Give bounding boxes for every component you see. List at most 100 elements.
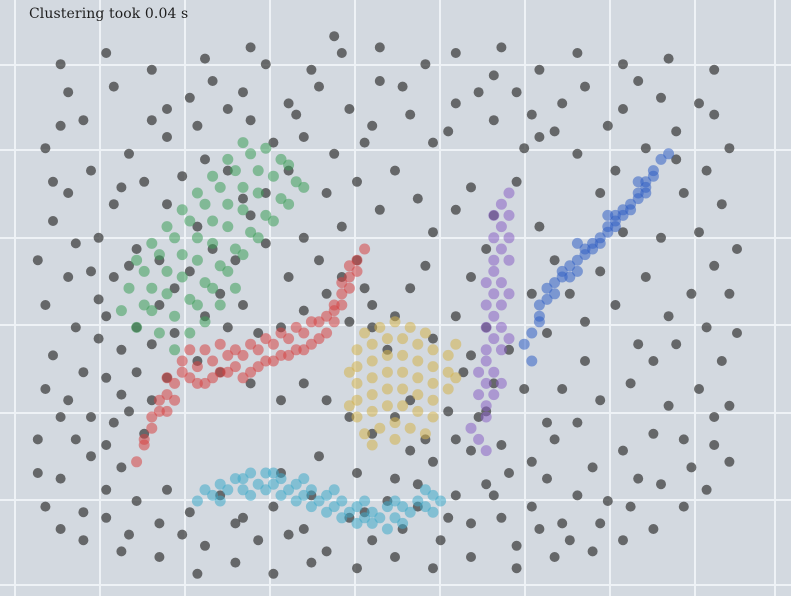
cluster-yellow-point: [442, 349, 454, 361]
noise-point: [618, 227, 628, 238]
cluster-blue-point: [564, 260, 576, 272]
noise-point: [420, 260, 431, 271]
cluster-yellow-point: [419, 428, 431, 440]
noise-point: [63, 272, 74, 282]
noise-point: [314, 81, 324, 92]
cluster-blue-point: [632, 193, 644, 205]
cluster-green-point: [252, 187, 264, 199]
noise-point: [86, 165, 96, 176]
cluster-red-point: [199, 344, 211, 356]
cluster-purple-point: [495, 277, 507, 289]
noise-point: [177, 529, 188, 540]
cluster-purple-point: [480, 299, 492, 311]
cluster-green-point: [207, 170, 219, 182]
cluster-green-point: [131, 254, 143, 266]
noise-point: [139, 176, 150, 187]
cluster-blue-point: [655, 153, 667, 165]
noise-point: [298, 132, 309, 142]
noise-point: [671, 339, 682, 350]
noise-point: [694, 98, 704, 109]
noise-point: [428, 563, 438, 574]
noise-point: [124, 260, 134, 271]
noise-point: [420, 59, 431, 70]
cluster-red-point: [283, 333, 295, 345]
noise-point: [450, 311, 461, 322]
noise-point: [724, 288, 735, 299]
cluster-yellow-point: [374, 422, 386, 434]
noise-point: [671, 126, 682, 137]
cluster-yellow-point: [366, 439, 378, 451]
cluster-red-point: [207, 355, 219, 367]
cluster-red-point: [252, 361, 264, 373]
noise-point: [367, 120, 378, 131]
cluster-green-point: [229, 243, 241, 255]
cluster-red-point: [283, 349, 295, 361]
noise-point: [595, 395, 606, 406]
noise-point: [488, 115, 499, 126]
cluster-yellow-point: [427, 411, 439, 423]
cluster-cyan-point: [237, 484, 249, 496]
noise-point: [131, 496, 142, 506]
noise-point: [86, 451, 96, 462]
cluster-red-point: [222, 349, 234, 361]
noise-point: [709, 412, 720, 422]
cluster-yellow-point: [351, 344, 363, 356]
noise-point: [390, 165, 400, 176]
cluster-yellow-point: [404, 422, 416, 434]
cluster-cyan-point: [366, 517, 378, 529]
cluster-cyan-point: [435, 495, 447, 507]
cluster-purple-point: [480, 377, 492, 389]
cluster-green-point: [283, 159, 295, 171]
cluster-red-point: [328, 316, 340, 328]
cluster-yellow-point: [397, 400, 409, 412]
noise-point: [367, 428, 378, 439]
noise-point: [162, 104, 172, 114]
noise-point: [656, 92, 666, 103]
cluster-green-point: [207, 215, 219, 227]
noise-point: [511, 563, 522, 574]
cluster-red-point: [245, 338, 257, 350]
noise-point: [595, 188, 606, 198]
cluster-blue-point: [526, 327, 538, 339]
cluster-green-point: [252, 165, 264, 177]
cluster-red-point: [131, 456, 143, 468]
noise-point: [40, 143, 51, 154]
noise-point: [557, 518, 568, 529]
noise-point: [184, 507, 195, 518]
cluster-green-point: [260, 209, 272, 221]
cluster-blue-point: [533, 316, 545, 328]
cluster-cyan-point: [321, 489, 333, 501]
cluster-yellow-point: [343, 400, 355, 412]
noise-point: [245, 42, 256, 53]
cluster-blue-point: [602, 209, 614, 221]
cluster-cyan-point: [419, 501, 431, 513]
cluster-cyan-point: [366, 506, 378, 518]
noise-point: [450, 490, 461, 501]
noise-point: [146, 339, 157, 350]
cluster-red-point: [161, 372, 173, 384]
cluster-blue-point: [602, 226, 614, 238]
cluster-blue-point: [640, 187, 652, 199]
noise-point: [177, 171, 188, 182]
cluster-cyan-point: [275, 489, 287, 501]
cluster-green-point: [298, 181, 310, 193]
cluster-red-point: [321, 327, 333, 339]
cluster-green-point: [138, 265, 150, 277]
noise-point: [663, 311, 674, 322]
noise-point: [169, 328, 180, 338]
cluster-red-point: [290, 344, 302, 356]
noise-point: [390, 552, 400, 562]
cluster-blue-point: [594, 237, 606, 249]
noise-point: [549, 552, 560, 562]
noise-point: [496, 440, 507, 450]
cluster-yellow-point: [397, 383, 409, 395]
noise-point: [321, 546, 332, 557]
cluster-yellow-point: [419, 327, 431, 339]
noise-point: [55, 524, 66, 534]
cluster-red-point: [359, 243, 371, 255]
noise-point: [222, 104, 233, 114]
cluster-red-point: [214, 338, 226, 350]
cluster-cyan-point: [290, 495, 302, 507]
noise-point: [542, 328, 552, 338]
cluster-yellow-point: [389, 316, 401, 328]
